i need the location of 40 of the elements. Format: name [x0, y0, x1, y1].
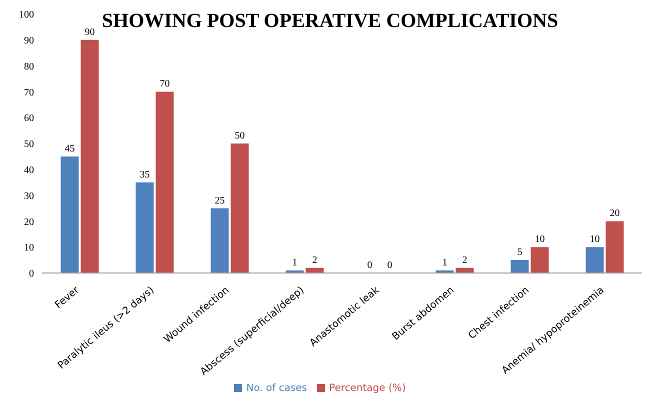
- data-label: 0: [387, 260, 392, 271]
- y-tick-label: 70: [24, 87, 34, 98]
- data-label: 70: [160, 78, 170, 90]
- y-tick-label: 100: [19, 10, 34, 21]
- bar: [60, 156, 79, 273]
- data-label: 50: [234, 130, 245, 142]
- y-tick-label: 40: [24, 164, 34, 176]
- legend-label: Percentage (%): [329, 383, 406, 394]
- bar: [136, 182, 154, 273]
- data-label: 1: [442, 257, 448, 268]
- bar: [80, 40, 99, 273]
- bar: [230, 144, 249, 273]
- data-label: 1: [292, 257, 298, 268]
- data-label: 5: [517, 247, 522, 258]
- y-tick-label: 10: [24, 242, 34, 254]
- bar: [210, 208, 229, 273]
- bar: [586, 247, 604, 273]
- data-label: 2: [462, 254, 468, 266]
- y-tick-label: 90: [24, 35, 34, 46]
- y-tick-label: 80: [24, 61, 34, 72]
- y-tick-label: 30: [24, 190, 34, 202]
- legend-label: No. of cases: [246, 383, 308, 394]
- y-tick-label: 0: [29, 268, 34, 280]
- chart-title: SHOWING POST OPERATIVE COMPLICATIONS: [102, 10, 558, 32]
- data-label: 25: [214, 195, 225, 206]
- bar: [510, 260, 529, 273]
- data-label: 45: [64, 143, 75, 154]
- bar: [530, 247, 549, 273]
- data-label: 10: [534, 234, 545, 246]
- y-tick-label: 50: [24, 139, 34, 150]
- data-label: 90: [84, 26, 95, 38]
- data-label: 20: [610, 208, 620, 220]
- y-tick-label: 20: [24, 216, 34, 228]
- data-label: 2: [312, 254, 318, 266]
- data-label: 0: [367, 260, 372, 271]
- y-tick-label: 60: [24, 113, 34, 124]
- data-label: 35: [140, 169, 150, 180]
- bar: [156, 92, 174, 273]
- data-label: 10: [590, 234, 600, 246]
- bar: [606, 221, 624, 273]
